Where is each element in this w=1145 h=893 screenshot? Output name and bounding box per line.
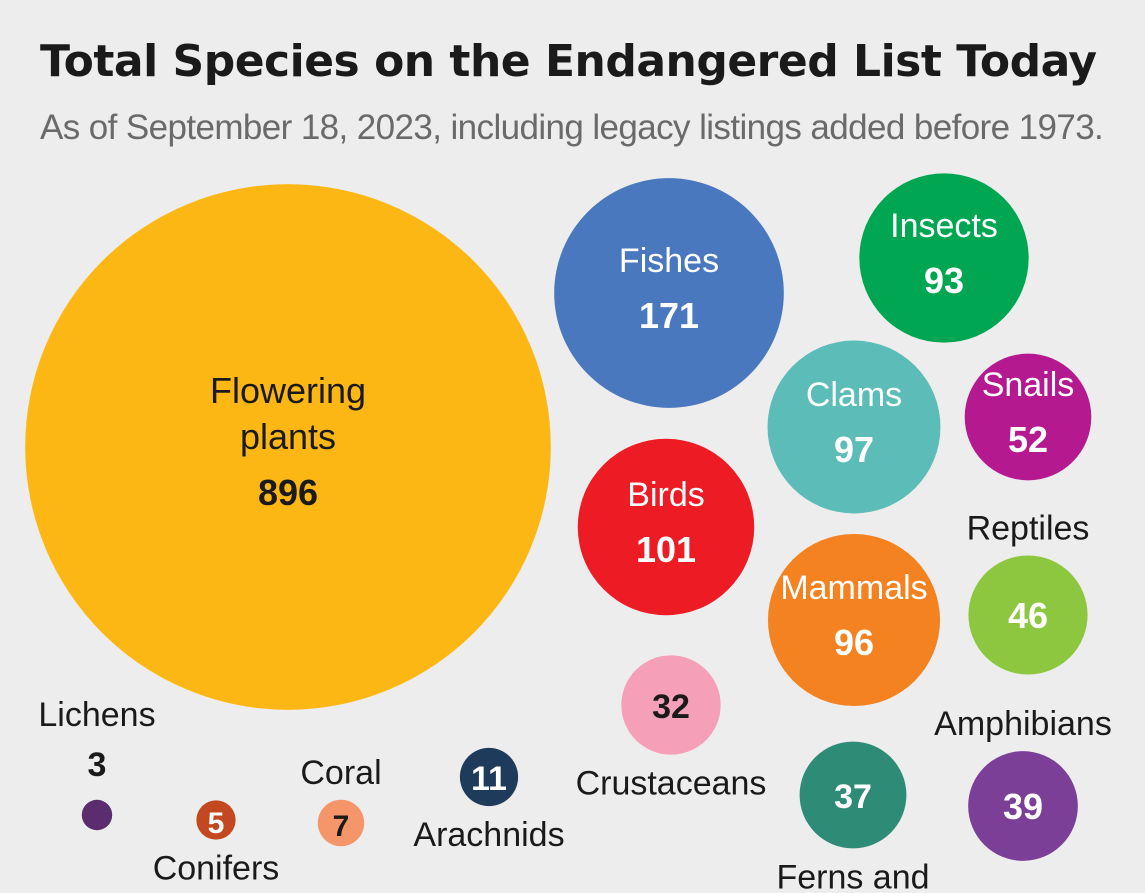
value-ferns-and: 37 [834, 778, 872, 816]
label-snails: Snails [982, 366, 1075, 404]
bubble-fishes [554, 178, 784, 408]
bubble-coral [317, 799, 365, 847]
value-coral: 7 [333, 810, 350, 843]
value-reptiles: 46 [1008, 595, 1048, 636]
value-lichens: 3 [88, 746, 107, 784]
bubble-conifers [196, 800, 236, 840]
label-mammals: Mammals [780, 569, 927, 607]
label-flowering-plants: plants [240, 416, 336, 457]
bubble-amphibians [968, 751, 1078, 861]
chart-subtitle: As of September 18, 2023, including lega… [40, 108, 1104, 147]
bubble-lichens [81, 799, 113, 831]
label-insects: Insects [890, 207, 998, 245]
value-mammals: 96 [834, 622, 874, 663]
label-flowering-plants: Flowering [210, 370, 366, 411]
label-clams: Clams [806, 376, 902, 414]
value-flowering-plants: 896 [258, 472, 318, 513]
label-birds: Birds [627, 476, 704, 514]
bubble-arachnids [459, 747, 519, 807]
bubble-clams [767, 340, 941, 514]
bubble-birds [577, 438, 755, 616]
value-amphibians: 39 [1003, 786, 1043, 827]
label-conifers: Conifers [153, 850, 280, 888]
value-snails: 52 [1008, 419, 1048, 460]
chart-title: Total Species on the Endangered List Tod… [40, 36, 1097, 87]
label-lichens: Lichens [38, 696, 155, 734]
value-conifers: 5 [208, 807, 225, 840]
label-arachnids: Arachnids [413, 816, 564, 854]
bubble-mammals [767, 533, 941, 707]
label-crustaceans: Crustaceans [576, 765, 767, 803]
bubble-ferns-and [799, 741, 907, 849]
value-crustaceans: 32 [652, 688, 690, 726]
bubble-snails [964, 353, 1092, 481]
label-amphibians: Amphibians [934, 705, 1112, 743]
value-clams: 97 [834, 429, 874, 470]
bubble-reptiles [968, 555, 1088, 675]
bubble-flowering-plants [25, 184, 551, 710]
value-fishes: 171 [639, 295, 699, 336]
bubble-crustaceans [621, 655, 721, 755]
value-arachnids: 11 [471, 760, 507, 798]
label-reptiles: Reptiles [967, 509, 1090, 547]
bubble-insects [859, 173, 1029, 343]
value-birds: 101 [636, 529, 696, 570]
label-fishes: Fishes [619, 242, 719, 280]
label-ferns-and: Ferns and [776, 858, 929, 893]
label-coral: Coral [300, 754, 381, 792]
value-insects: 93 [924, 260, 964, 301]
